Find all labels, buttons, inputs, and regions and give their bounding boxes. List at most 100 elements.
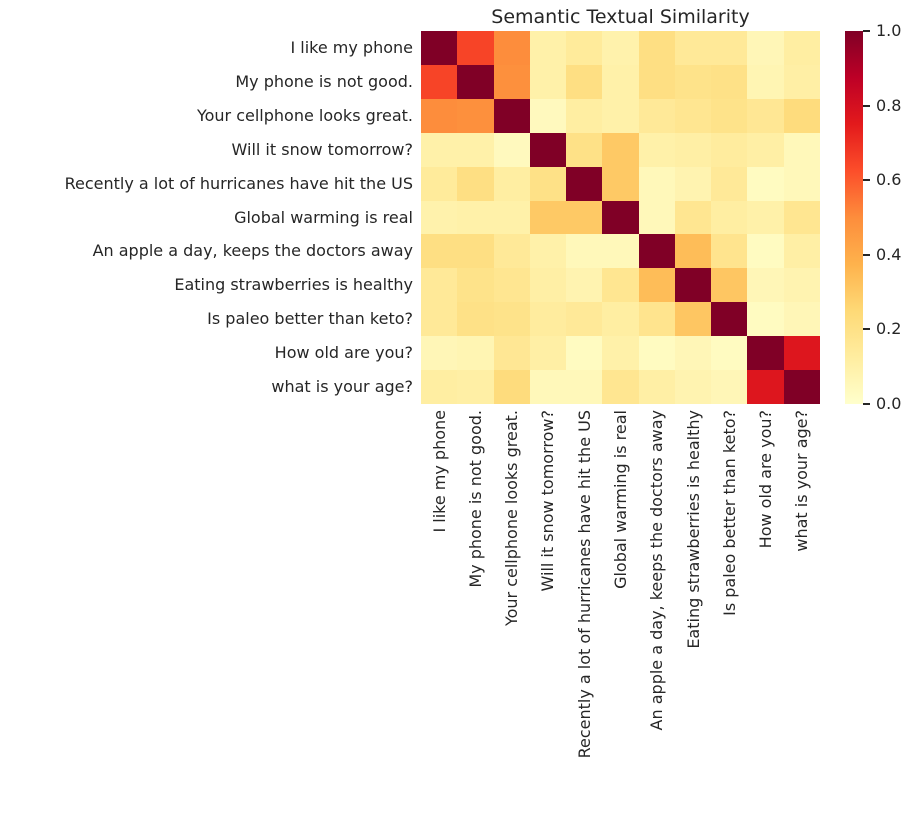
heatmap-cell — [457, 268, 494, 303]
heatmap-cell — [566, 31, 603, 65]
heatmap-cell — [566, 336, 603, 371]
colorbar-tick-label: 0.8 — [876, 95, 902, 115]
heatmap-cell — [529, 302, 567, 337]
heatmap-cell — [711, 234, 748, 269]
heatmap-cell — [602, 31, 639, 65]
heatmap-cell — [457, 166, 494, 201]
heatmap-cell — [457, 64, 494, 99]
heatmap-cell — [674, 336, 712, 371]
colorbar-tick-label: 0.6 — [876, 170, 902, 190]
heatmap-cell — [457, 98, 494, 133]
heatmap-cell — [602, 234, 639, 269]
heatmap-cell — [493, 234, 530, 269]
colorbar-tick-label: 0.4 — [876, 244, 902, 264]
heatmap-cell — [638, 132, 675, 167]
x-tick-label: Eating strawberries is healthy — [683, 410, 703, 649]
heatmap-cell — [747, 336, 784, 371]
heatmap-cell — [421, 64, 458, 99]
heatmap-grid — [421, 31, 820, 404]
heatmap-cell — [674, 132, 712, 167]
heatmap-cell — [638, 166, 675, 201]
heatmap-cell — [638, 200, 675, 235]
heatmap-cell — [529, 98, 567, 133]
heatmap-cell — [457, 31, 494, 65]
heatmap-cell — [674, 98, 712, 133]
y-tick-label: Recently a lot of hurricanes have hit th… — [64, 173, 413, 193]
y-tick-label: what is your age? — [271, 377, 413, 397]
y-tick-label: An apple a day, keeps the doctors away — [92, 241, 413, 261]
heatmap-cell — [566, 302, 603, 337]
colorbar-tick — [863, 30, 870, 32]
heatmap-cell — [711, 98, 748, 133]
heatmap-cell — [674, 268, 712, 303]
heatmap-cell — [529, 166, 567, 201]
heatmap-cell — [529, 370, 567, 404]
heatmap-cell — [529, 200, 567, 235]
x-tick-label: My phone is not good. — [465, 410, 485, 588]
heatmap-cell — [638, 31, 675, 65]
heatmap-cell — [566, 200, 603, 235]
heatmap-cell — [421, 98, 458, 133]
heatmap-cell — [493, 370, 530, 404]
colorbar-tick-label: 0.2 — [876, 319, 902, 339]
heatmap-cell — [566, 98, 603, 133]
heatmap-cell — [602, 132, 639, 167]
heatmap-cell — [783, 166, 820, 201]
heatmap-cell — [638, 98, 675, 133]
heatmap-cell — [638, 64, 675, 99]
heatmap-cell — [783, 302, 820, 337]
heatmap-cell — [566, 268, 603, 303]
heatmap-cell — [566, 64, 603, 99]
heatmap-cell — [566, 166, 603, 201]
colorbar-tick-label: 0.0 — [876, 394, 902, 413]
heatmap-cell — [783, 234, 820, 269]
heatmap-cell — [457, 336, 494, 371]
heatmap-cell — [638, 234, 675, 269]
heatmap-cell — [493, 268, 530, 303]
heatmap-cell — [711, 166, 748, 201]
heatmap-cell — [783, 31, 820, 65]
x-tick-label: Is paleo better than keto? — [719, 410, 739, 616]
y-tick-label: My phone is not good. — [235, 71, 413, 91]
heatmap-cell — [747, 234, 784, 269]
heatmap-cell — [711, 132, 748, 167]
heatmap-cell — [457, 370, 494, 404]
heatmap-cell — [602, 200, 639, 235]
heatmap-cell — [747, 370, 784, 404]
heatmap-cell — [747, 132, 784, 167]
y-tick-label: Will it snow tomorrow? — [231, 139, 413, 159]
heatmap-cell — [783, 336, 820, 371]
heatmap-cell — [529, 268, 567, 303]
colorbar-tick — [863, 403, 870, 405]
heatmap-cell — [674, 370, 712, 404]
heatmap-cell — [457, 200, 494, 235]
heatmap-cell — [457, 302, 494, 337]
heatmap-cell — [602, 166, 639, 201]
heatmap-cell — [529, 234, 567, 269]
y-tick-label: Is paleo better than keto? — [207, 309, 413, 329]
y-tick-label: Global warming is real — [234, 207, 413, 227]
heatmap-cell — [783, 268, 820, 303]
colorbar-gradient — [845, 31, 863, 404]
heatmap-cell — [747, 302, 784, 337]
heatmap-cell — [493, 302, 530, 337]
x-axis-labels: I like my phone My phone is not good. Your… — [421, 410, 820, 826]
y-tick-label: How old are you? — [274, 343, 413, 363]
chart-title: Semantic Textual Similarity — [491, 6, 750, 28]
heatmap-cell — [638, 336, 675, 371]
heatmap-cell — [421, 200, 458, 235]
heatmap-cell — [711, 200, 748, 235]
heatmap-cell — [421, 234, 458, 269]
heatmap-cell — [566, 234, 603, 269]
x-tick-label: what is your age? — [792, 410, 812, 552]
heatmap-cell — [674, 302, 712, 337]
x-tick-label: I like my phone — [429, 410, 449, 533]
colorbar: 1.0 0.8 0.6 0.4 0.2 0.0 — [845, 21, 901, 413]
colorbar-tick — [863, 179, 870, 182]
heatmap-cell — [711, 370, 748, 404]
heatmap-cell — [747, 98, 784, 133]
heatmap-cell — [711, 336, 748, 371]
heatmap-cell — [674, 200, 712, 235]
heatmap-cell — [783, 132, 820, 167]
